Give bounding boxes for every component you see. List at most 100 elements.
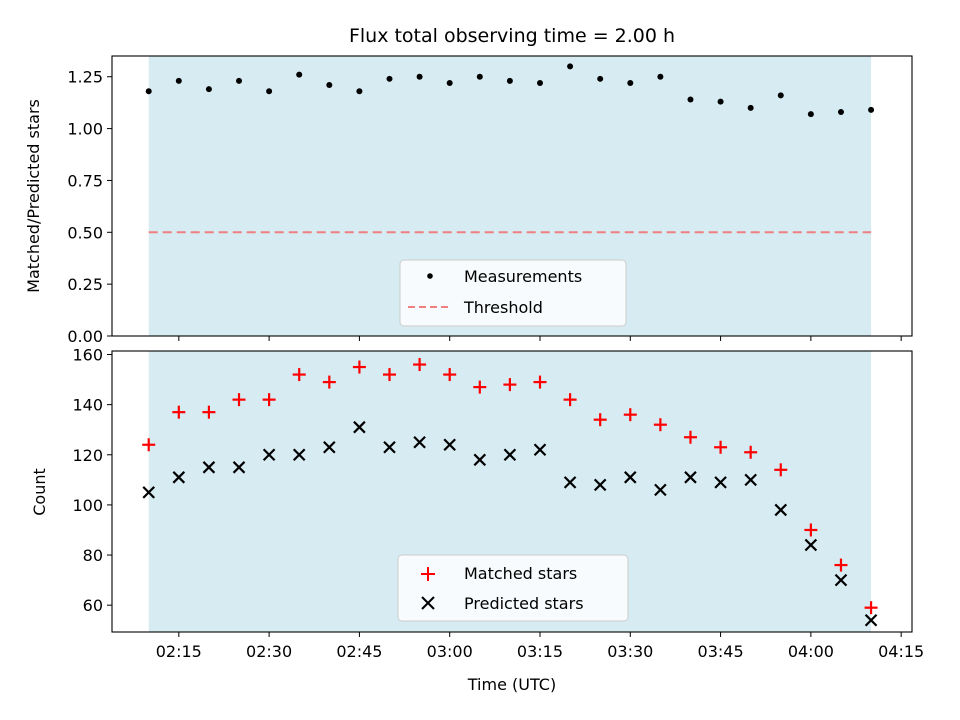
top-y-label: Matched/Predicted stars — [24, 99, 43, 293]
matched-star-point — [744, 445, 758, 459]
matched-star-point — [413, 358, 427, 372]
measurement-point — [687, 96, 694, 103]
predicted-star-point — [744, 473, 757, 487]
bottom-x-tick-label: 03:45 — [698, 642, 744, 661]
predicted-star-point — [383, 440, 396, 454]
measurement-point — [747, 104, 754, 111]
measurement-point — [326, 82, 333, 89]
measurement-point — [717, 98, 724, 105]
bottom-y-tick-label: 60 — [83, 596, 103, 615]
top-axes-frame — [111, 55, 913, 337]
predicted-star-point — [533, 443, 547, 457]
legend-predicted-label: Predicted stars — [464, 594, 584, 613]
bottom-x-tick-label: 03:00 — [427, 642, 473, 661]
bottom-x-tick-label: 04:15 — [878, 642, 924, 661]
measurements-series — [145, 63, 875, 118]
bottom-y-ticks: 60 80 100 120 140 160 — [72, 346, 112, 615]
legend-measurements-label: Measurements — [464, 267, 582, 286]
top-y-tick-label: 0.50 — [67, 223, 103, 242]
bottom-x-tick-label: 03:15 — [517, 642, 563, 661]
bottom-x-tick-label: 02:45 — [336, 642, 382, 661]
predicted-star-point — [142, 486, 155, 499]
predicted-star-point — [864, 613, 878, 627]
legend-matched-label: Matched stars — [464, 564, 577, 583]
top-y-tick-label: 1.25 — [67, 68, 103, 87]
bottom-x-ticks: 02:15 02:30 02:45 03:00 03:15 03:30 03:45 04:00… — [156, 632, 924, 661]
top-y-tick-label: 0.00 — [67, 327, 103, 346]
top-y-ticks: 0.00 0.25 0.50 0.75 1.00 1.25 — [67, 68, 112, 346]
predicted-star-point — [804, 538, 818, 552]
predicted-star-point — [353, 420, 366, 434]
predicted-star-point — [443, 438, 456, 452]
bottom-y-tick-label: 160 — [72, 346, 103, 365]
predicted-star-point — [624, 471, 637, 484]
legend-predicted-marker — [421, 596, 435, 610]
matched-star-point — [383, 368, 397, 382]
measurement-point — [205, 86, 212, 93]
measurement-point — [837, 109, 844, 115]
matched-star-point — [593, 413, 607, 427]
matched-star-point — [804, 523, 818, 537]
bottom-x-tick-label: 02:30 — [246, 642, 292, 661]
bottom-panel: 60 80 100 120 140 160 02:15 02:30 02:45 03:00 03:… — [30, 346, 924, 694]
matched-star-point — [834, 558, 848, 572]
matched-star-point — [232, 393, 246, 407]
predicted-star-point — [413, 435, 426, 449]
predicted-star-point — [473, 453, 487, 467]
predicted-star-point — [563, 476, 577, 489]
measurement-point — [567, 63, 574, 70]
matched-star-point — [503, 378, 517, 392]
bottom-x-label: Time (UTC) — [467, 675, 556, 694]
top-y-tick-label: 0.25 — [67, 275, 103, 294]
predicted-star-point — [202, 461, 216, 474]
matched-star-point — [623, 408, 637, 422]
measurement-point — [597, 75, 604, 82]
measurement-point — [446, 79, 453, 86]
predicted-star-point — [172, 471, 186, 484]
predicted-star-point — [292, 448, 306, 462]
legend-measurements-marker — [427, 273, 433, 279]
measurement-point — [356, 88, 363, 95]
top-legend-box — [399, 259, 627, 327]
predicted-star-point — [323, 440, 336, 454]
matched-star-point — [352, 360, 366, 374]
matched-star-point — [683, 430, 697, 444]
matched-star-point — [142, 438, 156, 452]
predicted-star-point — [654, 483, 667, 497]
measurement-point — [296, 71, 303, 78]
matched-star-point — [774, 463, 788, 477]
chart-title: Flux total observing time = 2.00 h — [349, 25, 675, 47]
measurement-point — [627, 79, 634, 86]
bottom-y-tick-label: 80 — [83, 546, 103, 565]
measurement-point — [868, 106, 875, 113]
matched-star-point — [322, 375, 336, 389]
top-panel: 0.00 0.25 0.50 0.75 1.00 1.25 Matched/Predict… — [24, 55, 913, 346]
predicted-star-point — [714, 476, 727, 489]
bottom-y-tick-label: 100 — [72, 496, 103, 515]
top-x-ticks — [178, 336, 902, 341]
top-y-tick-label: 1.00 — [67, 120, 103, 139]
measurement-point — [175, 77, 182, 84]
predicted-star-point — [834, 573, 848, 587]
legend-threshold-label: Threshold — [463, 298, 543, 317]
matched-star-point — [172, 405, 186, 419]
matched-star-point — [653, 418, 667, 432]
bottom-axes-frame — [111, 350, 913, 633]
matched-star-point — [292, 368, 306, 382]
predicted-star-point — [684, 471, 697, 484]
bottom-x-tick-label: 04:00 — [788, 642, 834, 661]
measurement-point — [386, 75, 393, 82]
measurement-point — [777, 92, 784, 99]
predicted-star-point — [232, 461, 246, 474]
matched-star-point — [864, 601, 878, 615]
matched-star-point — [262, 393, 276, 407]
predicted-star-point — [593, 478, 607, 492]
bottom-legend: Matched stars Predicted stars — [397, 554, 629, 622]
measurement-point — [506, 77, 513, 84]
bottom-y-tick-label: 120 — [72, 446, 103, 465]
predicted-star-point — [774, 503, 788, 517]
bottom-y-label: Count — [30, 468, 49, 516]
measurement-point — [657, 73, 664, 80]
bottom-legend-box — [397, 554, 629, 622]
